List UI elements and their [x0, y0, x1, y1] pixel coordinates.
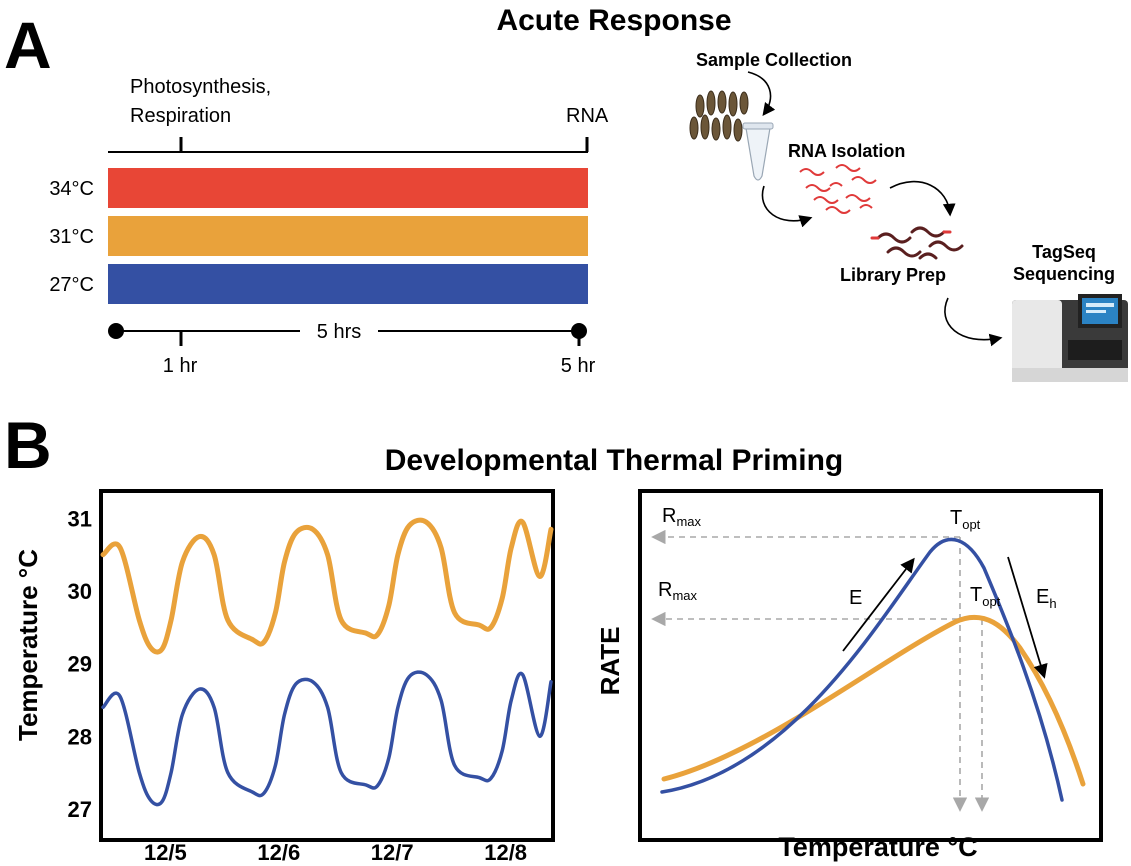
- rate-chart-ylabel: RATE: [595, 627, 625, 696]
- rate-chart-xlabel: Temperature °C: [778, 832, 977, 862]
- e-label: E: [849, 587, 862, 609]
- eh-label: Eh: [1036, 586, 1057, 611]
- library-strands-icon: [870, 226, 964, 260]
- rmax-base: R: [662, 505, 676, 527]
- sequencing-label-line2: Sequencing: [1013, 264, 1115, 284]
- temp-chart-ticks: 27 28 29 30 31 12/5 12/6 12/7 12/8: [68, 506, 528, 865]
- x-tick-label: 12/7: [371, 840, 414, 865]
- topt-label-blue: Topt: [950, 507, 981, 532]
- panel-a-title: Acute Response: [496, 4, 731, 37]
- duration-start-dot: [108, 323, 124, 339]
- label-27c: 27°C: [49, 274, 94, 296]
- y-tick-label: 30: [68, 579, 92, 604]
- topt-label-orange: Topt: [970, 584, 1001, 609]
- topt-base: T: [950, 507, 962, 529]
- duration-label: 5 hrs: [317, 321, 361, 343]
- topt-base: T: [970, 584, 982, 606]
- arrow-to-library: [889, 180, 956, 217]
- tpc-curve-blue: [660, 537, 1064, 802]
- rmax-label-blue: Rmax: [662, 505, 702, 529]
- x-tick-label: 12/8: [484, 840, 527, 865]
- rna-label: RNA: [566, 105, 609, 127]
- temp-chart-series: [100, 517, 554, 807]
- temp-series-blue: [101, 670, 553, 807]
- y-tick-label: 31: [68, 506, 92, 531]
- panel-b-title: Developmental Thermal Priming: [385, 444, 843, 477]
- temp-chart-frame: [99, 489, 555, 842]
- tpc-curve-orange: [661, 614, 1086, 787]
- temp-chart-ylabel: Temperature °C: [13, 549, 43, 741]
- rmax-sub: max: [672, 588, 697, 603]
- rna-isolation-label: RNA Isolation: [788, 141, 905, 161]
- bar-34c: [108, 168, 588, 208]
- rna-strands-icon: [799, 164, 877, 214]
- panel-a-letter: A: [4, 8, 52, 82]
- topt-sub: opt: [962, 517, 980, 532]
- label-34c: 34°C: [49, 178, 94, 200]
- sequencer-icon: [1012, 294, 1128, 382]
- eh-sub: h: [1049, 596, 1056, 611]
- sequencing-label-line1: TagSeq: [1032, 242, 1096, 262]
- e-arrow: [842, 557, 915, 652]
- panel-b-letter: B: [4, 408, 52, 482]
- y-tick-label: 29: [68, 652, 92, 677]
- sample-collection-label: Sample Collection: [696, 50, 852, 70]
- y-tick-label: 27: [68, 797, 92, 822]
- tick-label-1hr: 1 hr: [163, 355, 198, 377]
- arrow-to-tube: [747, 71, 776, 117]
- x-tick-label: 12/6: [257, 840, 300, 865]
- rmax-base: R: [658, 579, 672, 601]
- rate-chart-frame: [638, 489, 1103, 842]
- eh-base: E: [1036, 586, 1049, 608]
- bar-31c: [108, 216, 588, 256]
- rmax-label-orange: Rmax: [658, 579, 698, 603]
- photosynthesis-label-line1: Photosynthesis,: [130, 76, 271, 98]
- y-tick-label: 28: [68, 724, 92, 749]
- library-prep-label: Library Prep: [840, 265, 946, 285]
- temp-series-orange: [100, 517, 554, 655]
- arrow-to-sequencer: [944, 297, 1003, 347]
- bar-27c: [108, 264, 588, 304]
- arrow-to-rna: [761, 185, 813, 228]
- photosynthesis-label-line2: Respiration: [130, 105, 231, 127]
- coral-fragments-icon: [689, 90, 749, 142]
- label-31c: 31°C: [49, 226, 94, 248]
- eh-arrow: [1007, 556, 1048, 679]
- x-tick-label: 12/5: [144, 840, 187, 865]
- tick-label-5hr: 5 hr: [561, 355, 596, 377]
- tube-icon: [742, 122, 774, 181]
- rmax-sub: max: [676, 514, 701, 529]
- topt-sub: opt: [982, 594, 1000, 609]
